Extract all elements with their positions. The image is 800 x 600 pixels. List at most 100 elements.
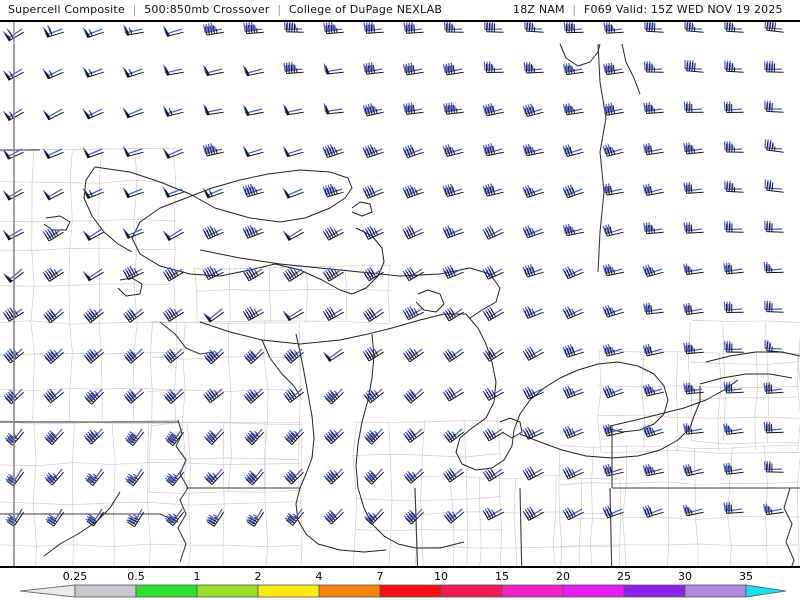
wind-barb: [404, 391, 424, 404]
wind-barb: [204, 268, 224, 281]
wind-barb: [244, 227, 264, 239]
wind-barb: [564, 509, 584, 521]
county-line-v: [68, 150, 73, 423]
wind-barb: [4, 231, 24, 241]
county-line-v: [513, 478, 518, 566]
wind-barb: [246, 511, 265, 527]
wind-barb: [323, 388, 343, 403]
wind-barb: [364, 187, 384, 199]
wind-barb: [244, 309, 264, 321]
county-line-v: [558, 448, 562, 566]
wind-barb: [484, 105, 504, 117]
county-line-h: [0, 501, 301, 506]
wind-barb: [485, 63, 504, 73]
wind-barb: [723, 262, 743, 273]
lake-ontario-south: [699, 373, 793, 385]
wind-barb: [204, 189, 224, 199]
wind-barb: [725, 504, 744, 514]
colorbar-swatches: [19, 584, 787, 598]
colorbar-tick-10: 30: [678, 570, 692, 583]
wind-barb: [126, 471, 144, 487]
colorbar-tick-labels: 0.25 0.5 1 2 4 7 10 15 20 25 30 35: [0, 570, 800, 583]
map-panel[interactable]: [0, 20, 800, 568]
wind-barb: [565, 105, 584, 116]
wind-barb: [4, 71, 24, 81]
wind-barb: [164, 231, 184, 241]
colorbar-tick-2: 1: [193, 570, 201, 583]
map-canvas[interactable]: [0, 22, 800, 568]
wind-barb: [244, 67, 264, 77]
wind-barb: [643, 102, 663, 112]
colorbar-tick-0: 0.25: [62, 570, 88, 583]
colorbar-tick-1: 0.5: [127, 570, 145, 583]
wind-barb: [444, 351, 464, 363]
county-line-v: [552, 475, 557, 566]
wind-barb: [165, 66, 184, 76]
wind-barb: [44, 229, 64, 242]
niagara-connector: [693, 386, 701, 417]
wind-barb: [284, 508, 303, 524]
header-bar: Supercell Composite | 500:850mb Crossove…: [0, 0, 800, 20]
wind-barb: [84, 149, 104, 159]
county-line-h: [0, 248, 177, 251]
county-line-v: [181, 320, 186, 492]
wind-barb: [765, 505, 784, 516]
wind-barb: [285, 431, 304, 445]
wind-barb: [45, 508, 63, 525]
wind-barb: [524, 106, 544, 117]
ontario-lake-small: [621, 43, 641, 95]
wind-barb: [765, 264, 784, 274]
county-line-v: [352, 423, 358, 566]
county-boundaries: [0, 147, 800, 566]
wind-barb: [364, 105, 384, 117]
wind-barb: [405, 24, 424, 34]
wind-barb: [244, 148, 264, 157]
wind-barb: [605, 24, 624, 34]
lake-superior-shore: [94, 166, 385, 295]
county-line-v: [722, 323, 726, 442]
wind-barb: [364, 349, 384, 362]
wind-barb: [444, 267, 464, 279]
wind-barb: [564, 346, 584, 358]
wind-barb: [284, 148, 304, 158]
wind-barb: [723, 101, 743, 111]
wind-barb: [766, 342, 784, 353]
colorbar-tick-4: 4: [315, 570, 323, 583]
wind-barb: [205, 471, 224, 485]
lake-superior-west: [83, 166, 133, 253]
wind-barb: [364, 309, 384, 322]
county-line-v: [666, 445, 670, 566]
wind-barb: [683, 263, 703, 273]
county-line-h: [560, 515, 800, 520]
county-line-h: [147, 388, 301, 392]
county-line-h: [353, 496, 502, 501]
colorbar-right-cap: [745, 584, 787, 598]
wind-barb: [204, 25, 224, 36]
wind-barb: [46, 511, 65, 527]
wind-barb: [164, 508, 183, 524]
wind-barb: [723, 381, 743, 392]
wind-barb: [284, 189, 304, 199]
wind-barb: [643, 222, 663, 233]
county-line-h: [0, 320, 174, 325]
county-line-h: [356, 529, 503, 532]
wind-barb: [323, 22, 343, 33]
wind-barb: [323, 428, 343, 442]
wind-barb: [524, 266, 544, 278]
wind-barb: [766, 463, 784, 473]
wind-barb: [203, 348, 223, 362]
wind-barb: [324, 186, 344, 198]
lake-erie-south: [519, 415, 695, 459]
wind-barb: [682, 463, 703, 475]
wind-barb: [165, 428, 183, 444]
wind-barb: [85, 431, 104, 445]
lake-michigan-south: [317, 543, 387, 553]
county-line-h: [692, 320, 800, 323]
wind-barb: [726, 182, 744, 193]
wind-barb: [605, 64, 624, 76]
wind-barb: [723, 341, 743, 351]
wind-barb: [766, 63, 784, 73]
wind-barb: [684, 22, 703, 30]
wind-barb: [83, 388, 103, 403]
wind-barb: [686, 103, 704, 113]
